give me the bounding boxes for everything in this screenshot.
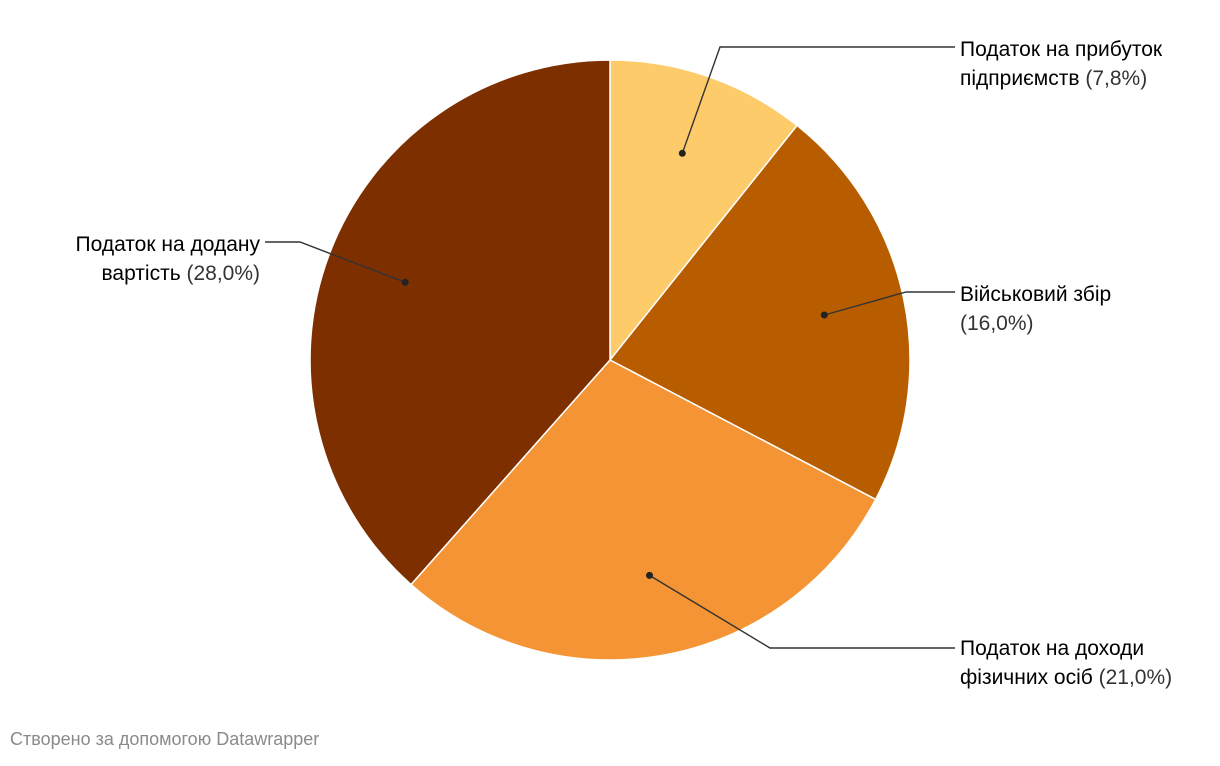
slice-label-name: Податок на доходи bbox=[960, 637, 1144, 660]
slice-label-1: Податок на прибуток підприємств (7,8%) bbox=[960, 38, 1163, 90]
credit-text: Створено за допомогою Datawrapper bbox=[10, 729, 320, 749]
leader-line-4 bbox=[265, 241, 406, 283]
leader-line-1 bbox=[681, 46, 955, 154]
leader-dot-3 bbox=[646, 571, 653, 579]
slice-label-line2: підприємств (7,8%) bbox=[960, 67, 1147, 90]
leader-line-3 bbox=[649, 574, 955, 649]
slice-label-percent: (28,0%) bbox=[186, 262, 260, 285]
slice-label-percent: (7,8%) bbox=[1085, 67, 1147, 90]
pie-slices bbox=[309, 59, 911, 661]
pie-chart: Податок на прибуток підприємств (7,8%) Вій… bbox=[76, 38, 1173, 689]
leader-lines bbox=[265, 46, 955, 649]
slice-label-name: Податок на додану bbox=[76, 233, 261, 256]
leader-dot-2 bbox=[820, 311, 828, 319]
slice-label-line2: (16,0%) bbox=[960, 312, 1034, 335]
slice-label-percent: (16,0%) bbox=[960, 312, 1034, 335]
slice-label-percent: (21,0%) bbox=[1099, 666, 1173, 689]
slice-label-4: Податок на додану вартість (28,0%) bbox=[76, 233, 261, 285]
pie-slice-3[interactable] bbox=[410, 359, 877, 661]
slice-label-2: Військовий збір (16,0%) bbox=[960, 283, 1111, 335]
leader-line-2 bbox=[824, 291, 955, 316]
slice-label-name: Військовий збір bbox=[960, 283, 1111, 306]
pie-slice-2[interactable] bbox=[609, 124, 911, 501]
slice-label-3: Податок на доходи фізичних осіб (21,0%) bbox=[960, 637, 1172, 689]
slice-label-name: Податок на прибуток bbox=[960, 38, 1163, 61]
slice-label-line2: вартість (28,0%) bbox=[101, 262, 260, 285]
leader-dot-4 bbox=[401, 278, 409, 286]
slice-labels: Податок на прибуток підприємств (7,8%) Вій… bbox=[76, 38, 1173, 689]
leader-dot-1 bbox=[678, 149, 686, 157]
slice-label-line2: фізичних осіб (21,0%) bbox=[960, 666, 1172, 689]
